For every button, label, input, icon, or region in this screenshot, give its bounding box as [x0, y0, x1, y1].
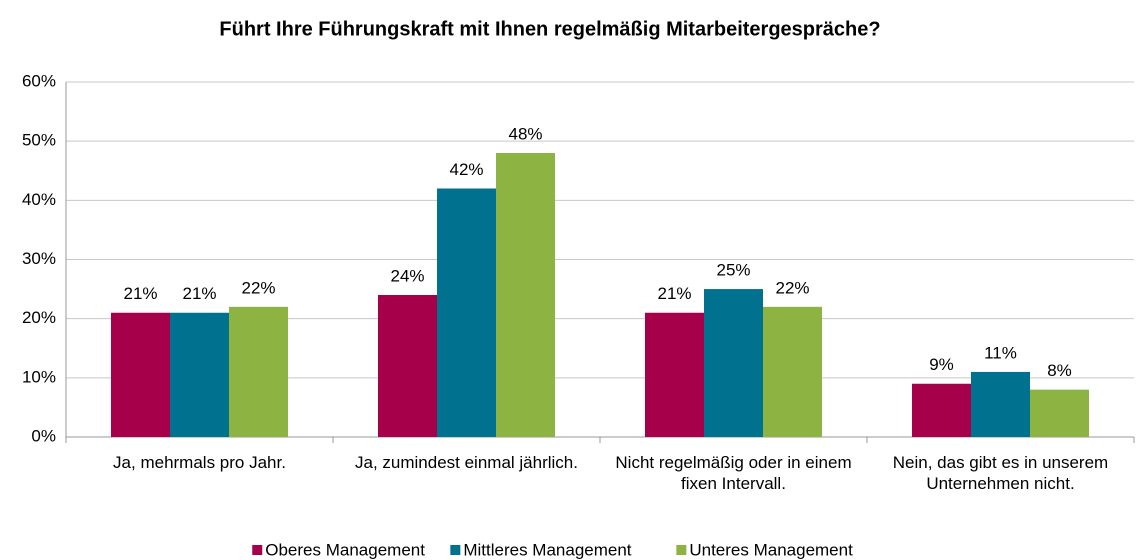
bar	[437, 188, 496, 437]
bar	[912, 383, 971, 437]
x-tick-label: Ja, zumindest einmal jährlich.	[355, 453, 578, 472]
data-label: 8%	[1047, 361, 1072, 380]
data-label: 42%	[449, 160, 483, 179]
y-tick-label: 60%	[22, 71, 56, 90]
data-label: 9%	[929, 355, 954, 374]
x-tick-label: Nein, das gibt es in unserem Unternehmen…	[892, 453, 1109, 493]
y-tick-label: 50%	[22, 131, 56, 150]
data-label: 25%	[716, 261, 750, 280]
y-tick-label: 10%	[22, 367, 56, 386]
bar	[971, 371, 1030, 437]
data-label: 21%	[182, 284, 216, 303]
data-label: 11%	[984, 343, 1017, 362]
legend-swatch	[252, 545, 263, 555]
bar	[1030, 389, 1089, 437]
y-tick-label: 20%	[22, 308, 56, 327]
bar	[229, 306, 288, 437]
legend-label: Mittleres Management	[463, 540, 631, 559]
y-tick-label: 40%	[22, 190, 56, 209]
bar	[378, 295, 437, 437]
data-label: 21%	[123, 284, 157, 303]
bar	[763, 306, 822, 437]
data-label: 21%	[657, 284, 691, 303]
x-tick-label: Ja, mehrmals pro Jahr.	[113, 453, 286, 472]
legend-swatch	[676, 545, 687, 555]
data-label: 22%	[775, 278, 809, 297]
y-tick-label: 0%	[31, 426, 56, 445]
legend-label: Oberes Management	[265, 540, 425, 559]
bar	[496, 153, 555, 437]
data-label: 22%	[241, 278, 275, 297]
data-label: 48%	[508, 124, 542, 143]
x-tick-label: Nicht regelmäßig oder in einem fixen Int…	[615, 453, 852, 493]
bar	[170, 312, 229, 437]
data-label: 24%	[390, 266, 424, 285]
bar	[704, 289, 763, 437]
legend-label: Unteres Management	[689, 540, 853, 559]
chart-title: Führt Ihre Führungskraft mit Ihnen regel…	[219, 18, 880, 40]
bar	[645, 312, 704, 437]
legend-swatch	[450, 545, 461, 555]
bar	[111, 312, 170, 437]
y-tick-label: 30%	[22, 249, 56, 268]
